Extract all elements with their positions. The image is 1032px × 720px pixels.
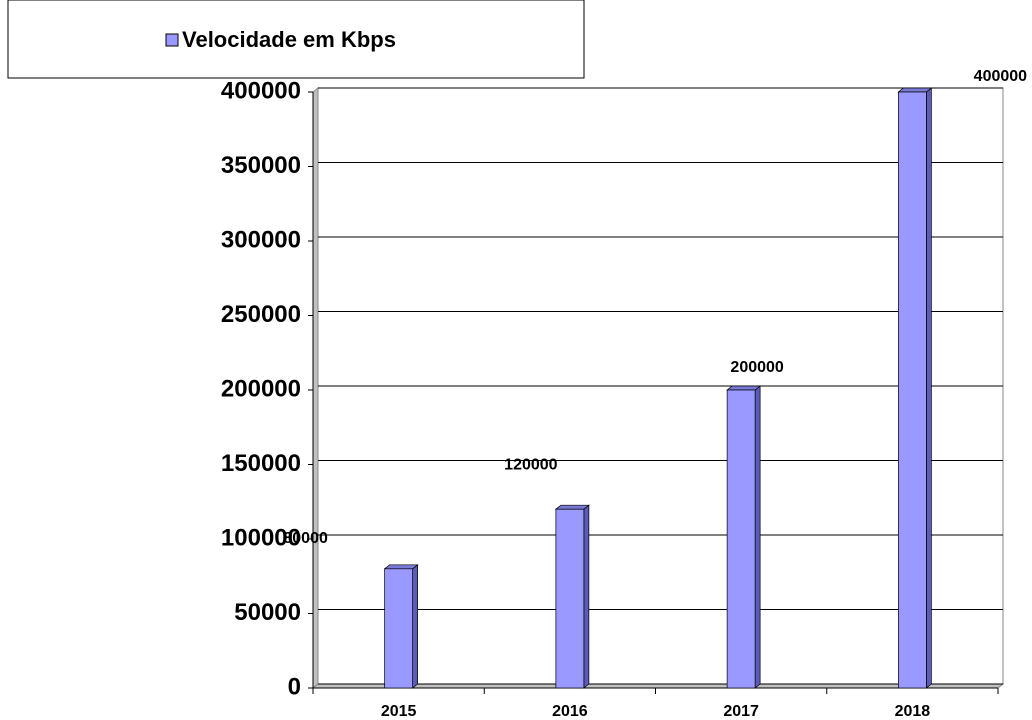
data-label: 200000 bbox=[730, 359, 783, 376]
y-tick-label: 150000 bbox=[221, 450, 301, 477]
data-label: 80000 bbox=[283, 530, 328, 547]
side-wall bbox=[312, 86, 319, 690]
y-tick-label: 250000 bbox=[221, 301, 301, 328]
y-tick-label: 300000 bbox=[221, 226, 301, 253]
bar-side bbox=[926, 87, 932, 689]
bar bbox=[555, 508, 585, 689]
bar bbox=[384, 568, 413, 689]
y-tick-label: 0 bbox=[288, 673, 301, 700]
bar bbox=[726, 389, 756, 689]
data-label: 120000 bbox=[504, 456, 557, 473]
x-tick-label: 2015 bbox=[381, 703, 417, 720]
bar-side bbox=[583, 504, 590, 689]
legend-label: Velocidade em Kbps bbox=[182, 27, 396, 52]
bar-side bbox=[412, 564, 418, 689]
bar-top bbox=[897, 87, 933, 93]
bar-top bbox=[726, 385, 762, 391]
x-tick-label: 2016 bbox=[552, 703, 588, 720]
bar bbox=[898, 91, 927, 689]
bar-top bbox=[554, 504, 590, 510]
x-tick-label: 2018 bbox=[895, 703, 931, 720]
legend-swatch bbox=[165, 33, 179, 47]
x-tick-label: 2017 bbox=[723, 703, 759, 720]
bar-top bbox=[383, 564, 419, 570]
y-tick-label: 400000 bbox=[221, 77, 301, 104]
legend-box bbox=[7, 0, 585, 79]
y-tick-label: 100000 bbox=[221, 524, 301, 551]
y-tick-label: 50000 bbox=[234, 599, 301, 626]
y-tick-label: 350000 bbox=[221, 152, 301, 179]
data-label: 400000 bbox=[974, 68, 1027, 85]
bar-side bbox=[754, 385, 761, 689]
y-tick-label: 200000 bbox=[221, 375, 301, 402]
